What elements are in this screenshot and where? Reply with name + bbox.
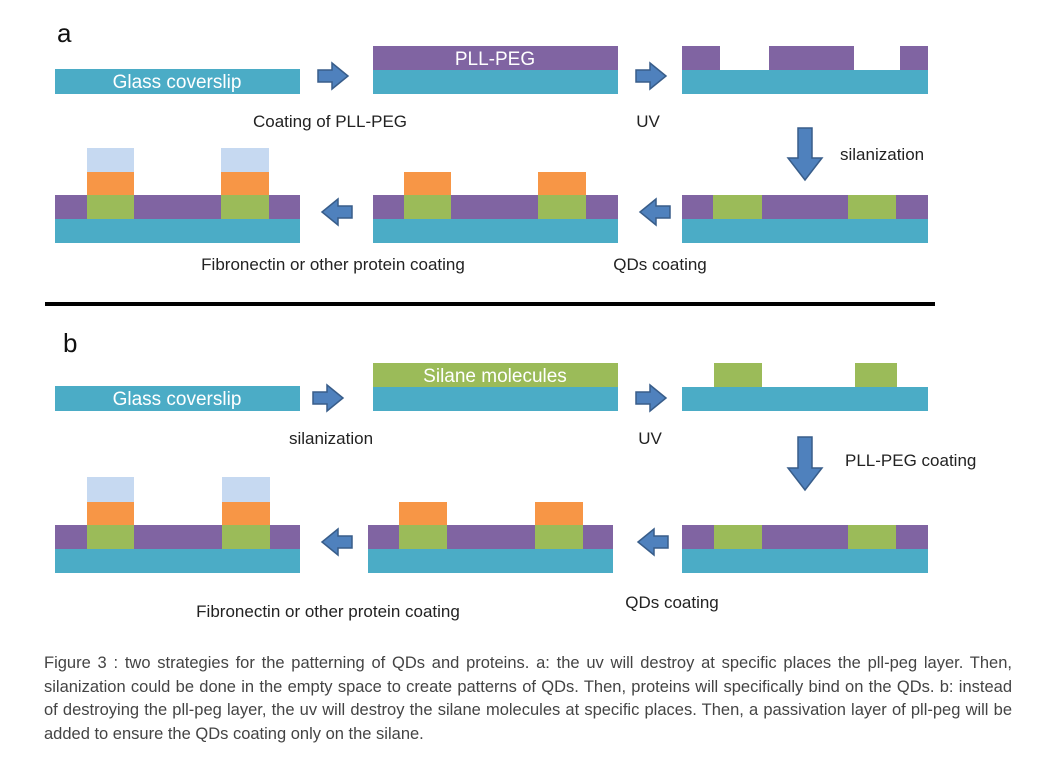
silane-layer: [373, 363, 618, 387]
step-label-qds-coating: QDs coating: [625, 593, 719, 612]
qds-patch: [535, 502, 583, 525]
silane-patch: [848, 525, 896, 549]
protein-patch: [222, 477, 270, 502]
down-arrow-icon: [786, 436, 824, 492]
step-label-uv: UV: [636, 112, 660, 131]
a-step1-glass-coverslip: Glass coverslip: [55, 69, 300, 94]
step-label-protein-coating: Fibronectin or other protein coating: [196, 602, 460, 621]
glass-layer: [682, 70, 928, 94]
right-arrow-icon: [635, 61, 668, 91]
right-arrow-icon: [312, 383, 345, 413]
left-arrow-icon: [636, 527, 669, 557]
step-label-coating-pllpeg: Coating of PLL-PEG: [253, 112, 407, 131]
qds-patch: [399, 502, 447, 525]
step-label-qds-coating: QDs coating: [613, 255, 707, 274]
a-step2-pllpeg-coated: PLL-PEG: [373, 46, 618, 94]
step-label-pllpeg-coating: PLL-PEG coating: [845, 451, 976, 470]
b-step1-glass-coverslip: Glass coverslip: [55, 386, 300, 411]
a-step4-silanized: [682, 195, 928, 243]
glass-layer: [373, 70, 618, 94]
panel-b-letter: b: [63, 328, 77, 358]
silane-patch: [87, 525, 134, 549]
silane-patch: [221, 195, 269, 219]
glass-layer: [373, 387, 618, 411]
panel-divider: [45, 302, 935, 306]
a-step3-uv-patterned: [682, 46, 928, 94]
left-arrow-icon: [320, 527, 353, 557]
silane-patch: [535, 525, 583, 549]
protein-patch: [87, 148, 134, 172]
silane-patch: [538, 195, 586, 219]
b-step5-qds-coated: [368, 502, 613, 573]
left-arrow-icon: [638, 197, 671, 227]
qds-patch: [222, 502, 270, 525]
silane-patch: [714, 363, 762, 387]
silane-patch: [848, 195, 896, 219]
silane-patch: [87, 195, 134, 219]
glass-layer: [682, 387, 928, 411]
pllpeg-label: PLL-PEG: [455, 49, 535, 70]
panel-a-letter: a: [57, 18, 72, 48]
right-arrow-icon: [635, 383, 668, 413]
step-label-protein-coating: Fibronectin or other protein coating: [201, 255, 465, 274]
protein-patch: [87, 477, 134, 502]
qds-patch: [87, 502, 134, 525]
glass-layer: [682, 219, 928, 243]
glass-layer: [55, 386, 300, 411]
glass-coverslip-label: Glass coverslip: [113, 389, 242, 410]
pllpeg-layer: [373, 46, 618, 70]
figure-caption: Figure 3 : two strategies for the patter…: [44, 654, 1012, 743]
a-step6-protein-coated: [55, 148, 300, 243]
right-arrow-icon: [317, 61, 350, 91]
pllpeg-patch: [900, 46, 928, 70]
qds-patch: [538, 172, 586, 195]
step-label-silanization: silanization: [289, 429, 373, 448]
glass-coverslip-label: Glass coverslip: [113, 72, 242, 93]
b-step2-silane-coated: Silane molecules: [373, 363, 618, 411]
qds-patch: [87, 172, 134, 195]
glass-layer: [373, 219, 618, 243]
protein-patch: [221, 148, 269, 172]
silane-patch: [222, 525, 270, 549]
b-step3-uv-patterned: [682, 363, 928, 411]
glass-layer: [368, 549, 613, 573]
b-step4-pllpeg-passivated: [682, 525, 928, 573]
glass-layer: [55, 69, 300, 94]
silane-patch: [713, 195, 762, 219]
qds-patch: [404, 172, 451, 195]
step-label-silanization: silanization: [840, 145, 924, 164]
b-step6-protein-coated: [55, 477, 300, 573]
down-arrow-icon: [786, 127, 824, 182]
pllpeg-patch: [769, 46, 854, 70]
silane-patch: [714, 525, 762, 549]
qds-patch: [221, 172, 269, 195]
silane-patch: [855, 363, 897, 387]
pllpeg-patch: [682, 46, 720, 70]
glass-layer: [55, 219, 300, 243]
patterning-diagram: a Glass coverslip PLL-PEG Coating of PLL…: [45, 18, 976, 621]
panel-a: a Glass coverslip PLL-PEG Coating of PLL…: [55, 18, 928, 274]
glass-layer: [682, 549, 928, 573]
panel-b: b Glass coverslip silanization Silane mo…: [55, 328, 976, 621]
left-arrow-icon: [320, 197, 353, 227]
glass-layer: [55, 549, 300, 573]
silane-patch: [399, 525, 447, 549]
a-step5-qds-coated: [373, 172, 618, 243]
silane-patch: [404, 195, 451, 219]
step-label-uv: UV: [638, 429, 662, 448]
silane-molecules-label: Silane molecules: [423, 366, 567, 387]
